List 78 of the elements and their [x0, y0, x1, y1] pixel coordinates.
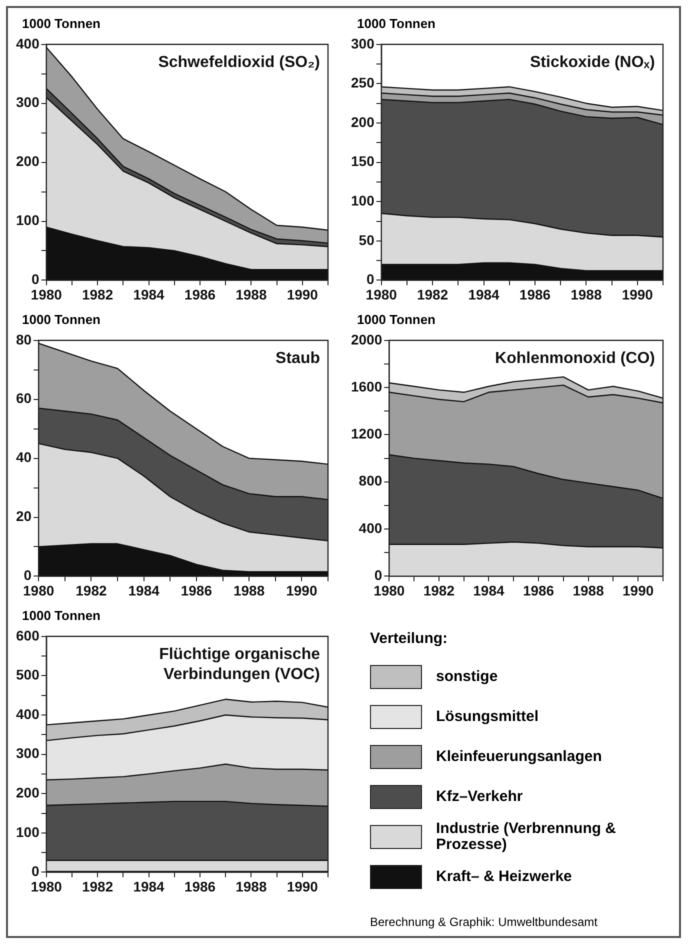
x-tick-label: 1980 [22, 582, 54, 598]
x-tick-label: 1986 [522, 582, 554, 598]
x-tick-label: 1980 [30, 878, 62, 894]
x-tick-label: 1982 [82, 286, 114, 302]
y-tick-label: 0 [24, 567, 32, 584]
y-tick-label: 100 [16, 212, 40, 228]
x-tick-label: 1982 [423, 582, 455, 598]
y-tick-label: 100 [351, 192, 375, 208]
y-tick-label: 20 [16, 508, 32, 524]
y-tick-label: 400 [16, 706, 40, 722]
y-tick-label: 800 [358, 472, 382, 489]
text: Flüchtige organische Verbindungen (VOC) [159, 646, 320, 683]
x-tick-label: 1984 [473, 582, 505, 598]
y-tick-label: 150 [351, 153, 375, 170]
x-tick-label: 1988 [236, 286, 267, 302]
legend-label: Kleinfeuerungsanlagen [436, 748, 602, 766]
x-tick-label: 1986 [180, 582, 212, 598]
y-tick-label: 1200 [350, 426, 382, 442]
x-tick-label: 1990 [622, 286, 654, 302]
y-tick-label: 200 [351, 114, 375, 130]
legend-label: Kfz–Verkehr [436, 788, 523, 806]
y-tick-label: 200 [16, 153, 40, 170]
x-tick-label: 1988 [570, 286, 602, 302]
y-tick-label: 250 [351, 74, 375, 91]
legend-label: sonstige [436, 668, 498, 686]
x-tick-label: 1990 [622, 582, 654, 598]
y-axis-title: 1000 Tonnen [21, 608, 102, 625]
y-tick-label: 2000 [350, 331, 382, 348]
y-tick-label: 0 [366, 271, 375, 288]
text: Berechnung & Graphik: Umweltbundesamt [370, 915, 598, 929]
x-tick-label: 1980 [374, 582, 405, 598]
y-tick-label: 600 [16, 627, 40, 644]
x-tick-label: 1982 [82, 878, 114, 894]
legend-label: Industrie (Verbrennung & Prozesse) [436, 820, 618, 853]
y-tick-label: 400 [358, 520, 382, 536]
y-tick-label: 80 [16, 331, 32, 348]
x-tick-label: 1990 [286, 582, 318, 598]
y-axis-title: 1000 Tonnen [356, 16, 437, 33]
legend-label: Kraft– & Heizwerke [436, 868, 572, 886]
x-tick-label: 1990 [286, 286, 318, 302]
x-tick-label: 1984 [128, 582, 160, 598]
x-tick-label: 1990 [286, 878, 318, 894]
x-tick-label: 1984 [133, 878, 165, 894]
x-tick-label: 1980 [366, 286, 398, 302]
y-tick-label: 60 [16, 390, 32, 406]
text: Staub [276, 350, 320, 367]
x-tick-label: 1982 [416, 286, 448, 302]
y-axis-title: 1000 Tonnen [21, 312, 102, 329]
y-axis-title: 1000 Tonnen [356, 312, 437, 329]
x-tick-label: 1988 [572, 582, 604, 598]
y-tick-label: 40 [16, 449, 32, 466]
y-tick-label: 200 [16, 784, 40, 800]
x-tick-label: 1986 [184, 286, 216, 302]
legend-title: Verteilung: [370, 630, 449, 647]
legend-label: Lösungsmittel [436, 708, 539, 726]
y-tick-label: 1600 [350, 378, 382, 394]
text: Kohlenmonoxid (CO) [495, 350, 655, 367]
y-tick-label: 300 [351, 35, 375, 52]
text: Stickoxide (NOₓ) [530, 54, 655, 71]
y-tick-label: 0 [374, 567, 382, 584]
y-tick-label: 300 [16, 745, 40, 762]
y-tick-label: 0 [32, 863, 40, 880]
y-tick-label: 100 [16, 824, 40, 840]
x-tick-label: 1982 [76, 582, 107, 598]
y-axis-title: 1000 Tonnen [21, 16, 102, 33]
y-tick-label: 50 [358, 232, 375, 248]
y-tick-label: 400 [16, 35, 40, 52]
x-tick-label: 1988 [236, 878, 267, 894]
x-tick-label: 1986 [184, 878, 216, 894]
y-tick-label: 0 [32, 271, 40, 288]
x-tick-label: 1984 [133, 286, 165, 302]
x-tick-label: 1984 [468, 286, 500, 302]
text: Schwefeldioxid (SO₂) [158, 54, 320, 71]
x-tick-label: 1988 [233, 582, 265, 598]
x-tick-label: 1980 [30, 286, 62, 302]
y-tick-label: 500 [16, 666, 40, 683]
x-tick-label: 1986 [519, 286, 551, 302]
y-tick-label: 300 [16, 94, 40, 110]
